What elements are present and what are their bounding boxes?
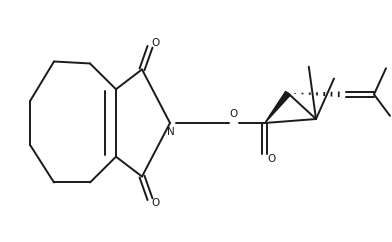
Polygon shape: [265, 91, 290, 123]
Text: O: O: [151, 38, 159, 48]
Text: O: O: [151, 198, 159, 208]
Text: O: O: [267, 154, 275, 164]
Text: N: N: [167, 127, 175, 137]
Text: O: O: [230, 109, 238, 119]
